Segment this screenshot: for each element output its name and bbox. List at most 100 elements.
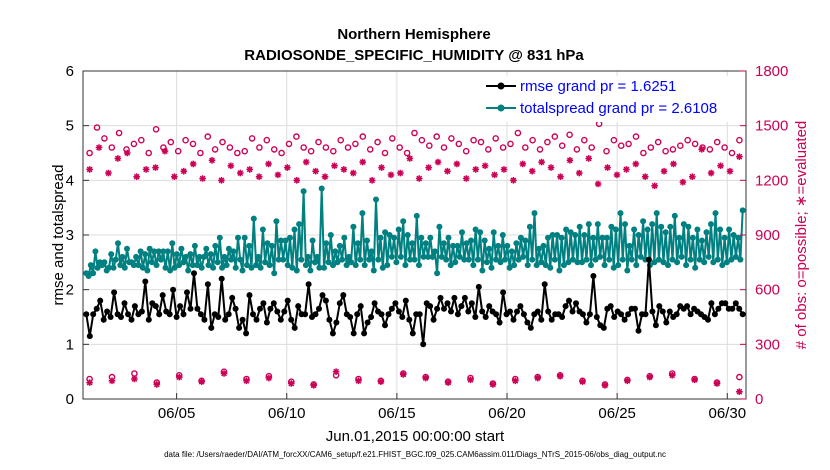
obs-evaluated-marker: [538, 158, 545, 166]
obs-evaluated-marker: [312, 167, 319, 175]
rmse-point: [722, 300, 729, 307]
obs-possible-marker: [603, 147, 610, 155]
rmse-point: [496, 319, 503, 326]
obs-evaluated-marker: [415, 175, 423, 182]
totalspread-point: [563, 226, 570, 233]
rmse-point: [715, 305, 722, 312]
y-tick-label-left: 0: [66, 391, 74, 408]
totalspread-point: [420, 253, 427, 260]
obs-possible-marker: [713, 138, 721, 146]
totalspread-point: [418, 234, 425, 241]
rmse-point: [83, 311, 90, 318]
obs-possible-marker: [654, 138, 662, 146]
totalspread-point: [108, 251, 115, 258]
totalspread-point: [452, 259, 459, 266]
rmse-point: [586, 311, 593, 318]
totalspread-point: [178, 245, 185, 252]
obs-evaluated-marker: [95, 144, 103, 151]
obs-possible-marker: [544, 138, 551, 146]
totalspread-point: [603, 234, 610, 241]
rmse-point: [416, 311, 423, 318]
totalspread-point: [198, 264, 205, 271]
obs-evaluated-marker: [199, 175, 206, 182]
rmse-point: [593, 314, 600, 320]
totalspread-point: [144, 267, 151, 274]
totalspread-point: [210, 264, 217, 271]
obs-evaluated-low-marker: [691, 376, 698, 384]
obs-possible-marker: [241, 147, 248, 155]
totalspread-point: [699, 237, 705, 244]
totalspread-point: [257, 264, 264, 271]
totalspread-point: [612, 226, 619, 233]
rmse-point: [371, 300, 378, 307]
rmse-point: [687, 311, 694, 318]
obs-possible-marker: [566, 131, 573, 139]
totalspread-point: [148, 259, 155, 266]
totalspread-point: [409, 240, 416, 247]
totalspread-point: [92, 248, 99, 255]
rmse-point: [260, 300, 267, 307]
obs-possible-marker: [130, 140, 138, 148]
rmse-point: [534, 308, 541, 315]
totalspread-point: [513, 240, 520, 247]
rmse-point: [673, 311, 680, 318]
totalspread-point: [560, 262, 567, 269]
totalspread-point: [511, 262, 518, 269]
totalspread-point: [203, 245, 210, 252]
obs-possible-marker: [86, 149, 93, 157]
totalspread-point: [450, 242, 456, 249]
x-tick-label: 06/20: [488, 405, 526, 422]
totalspread-point: [445, 234, 452, 241]
totalspread-point: [171, 264, 178, 271]
rmse-point: [357, 303, 364, 310]
obs-evaluated-marker: [576, 169, 583, 177]
obs-evaluated-marker: [180, 167, 188, 175]
x-tick-label: 06/25: [598, 405, 636, 422]
obs-possible-low-marker: [131, 370, 138, 377]
totalspread-point: [588, 262, 594, 269]
totalspread-point: [321, 264, 327, 271]
y-tick-label-left: 5: [66, 118, 74, 135]
totalspread-point: [400, 218, 407, 225]
obs-evaluated-marker: [651, 182, 658, 190]
chart-title: Northern Hemisphere: [337, 26, 490, 43]
totalspread-point: [703, 229, 710, 236]
obs-evaluated-low-marker: [377, 378, 385, 385]
rmse-point: [250, 311, 256, 318]
obs-possible-marker: [706, 146, 714, 153]
obs-possible-marker: [293, 133, 300, 140]
rmse-point: [420, 341, 427, 348]
obs-possible-marker: [448, 135, 455, 142]
rmse-point: [197, 311, 204, 318]
rmse-point: [100, 316, 107, 323]
obs-possible-marker: [307, 147, 315, 155]
totalspread-point: [459, 229, 465, 236]
totalspread-point: [551, 256, 558, 263]
y-tick-label-right: 1200: [755, 172, 788, 189]
totalspread-point: [685, 223, 692, 230]
rmse-point: [277, 316, 284, 323]
rmse-point: [191, 270, 197, 277]
obs-evaluated-marker: [717, 162, 724, 170]
rmse-point: [270, 300, 277, 307]
obs-possible-marker: [137, 136, 145, 144]
rmse-point: [152, 303, 159, 310]
totalspread-point: [710, 259, 717, 266]
totalspread-point: [594, 221, 601, 228]
totalspread-point: [526, 223, 533, 230]
obs-evaluated-marker: [679, 178, 687, 186]
totalspread-point: [488, 264, 495, 271]
obs-evaluated-marker: [444, 167, 451, 175]
totalspread-point: [345, 253, 352, 260]
totalspread-point: [223, 262, 230, 269]
obs-possible-marker: [403, 149, 411, 157]
obs-possible-marker: [632, 133, 640, 140]
totalspread-point: [436, 223, 443, 230]
obs-evaluated-marker: [726, 167, 734, 175]
legend-totalspread-marker: [497, 104, 505, 112]
obs-possible-marker: [536, 146, 544, 153]
rmse-point: [468, 300, 475, 307]
totalspread-point: [651, 259, 658, 266]
obs-evaluated-low-marker: [646, 373, 654, 381]
obs-evaluated-low-marker: [131, 375, 138, 383]
